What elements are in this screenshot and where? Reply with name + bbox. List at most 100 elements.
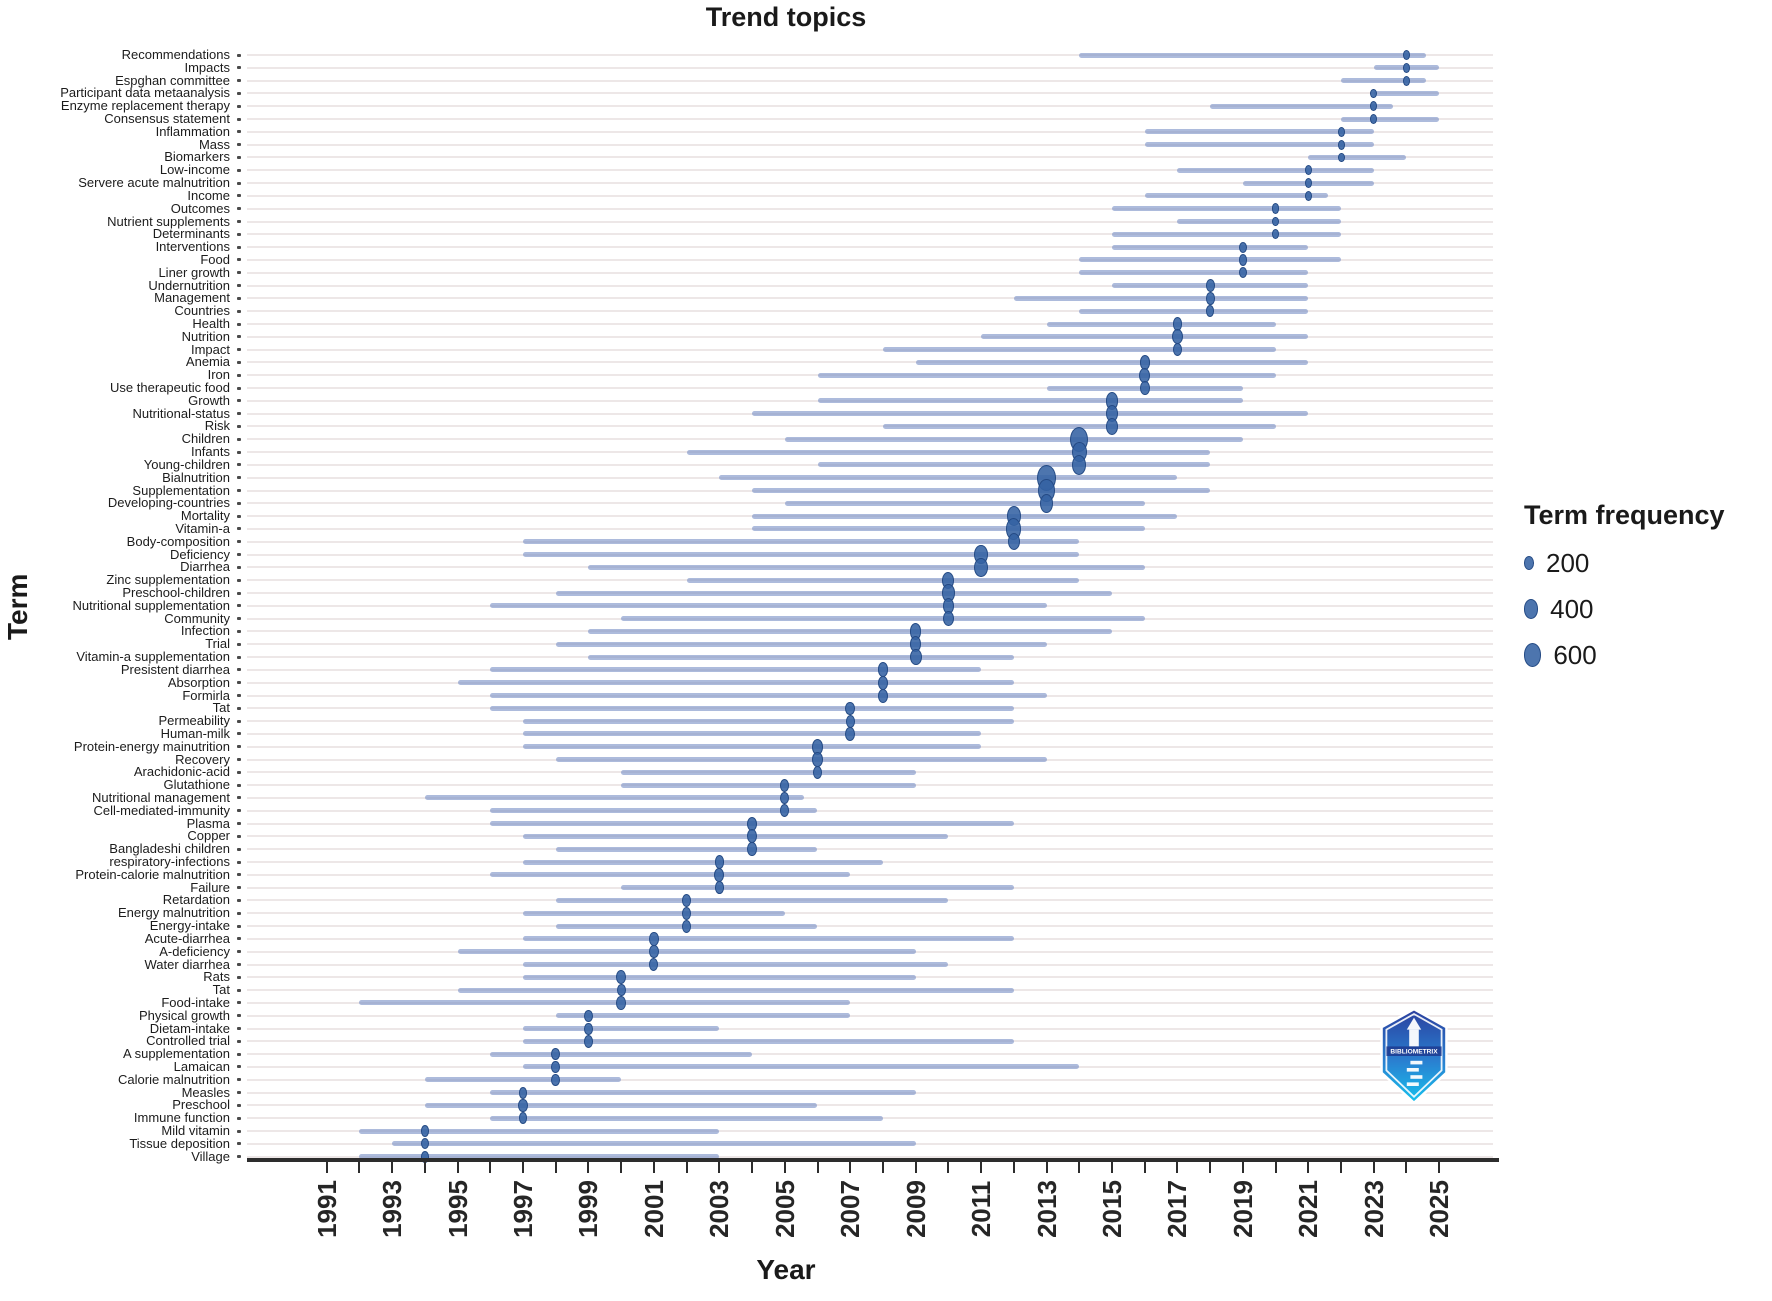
y-axis-tick — [237, 91, 241, 95]
row-gridline — [247, 246, 1493, 249]
row-gridline — [247, 361, 1493, 364]
logo-lighthouse-tower — [1409, 1029, 1419, 1047]
term-label: Rats — [203, 969, 230, 985]
term-label: Dietam-intake — [149, 1020, 230, 1036]
term-year-range-line — [817, 372, 1276, 378]
term-year-range-line — [523, 910, 785, 916]
row-gridline — [247, 809, 1493, 812]
term-year-range-line — [1046, 321, 1276, 327]
term-label: Bialnutrition — [162, 469, 230, 485]
y-axis-tick — [237, 565, 241, 569]
term-label: Mortality — [180, 508, 230, 524]
row-gridline — [247, 143, 1493, 146]
x-axis-tick-label: 2017 — [1162, 1180, 1193, 1238]
term-year-range-line — [752, 488, 1211, 494]
x-axis-tick — [391, 1162, 394, 1173]
term-frequency-dot — [420, 1138, 429, 1150]
term-year-range-line — [424, 1077, 622, 1083]
y-axis-tick — [237, 53, 241, 57]
term-frequency-dot — [974, 557, 989, 578]
x-axis-tick — [1110, 1162, 1113, 1173]
row-gridline — [247, 348, 1493, 351]
term-label: Human-milk — [160, 725, 230, 741]
term-year-range-line — [490, 1090, 916, 1096]
x-axis-tick-label: 2015 — [1096, 1180, 1127, 1238]
row-gridline — [247, 1078, 1493, 1081]
term-label: Preschool — [172, 1097, 230, 1113]
term-label: Plasma — [186, 815, 230, 831]
term-frequency-dot — [1072, 455, 1087, 475]
term-frequency-dot — [518, 1112, 528, 1125]
term-frequency-dot — [681, 893, 692, 908]
y-axis-tick — [237, 194, 241, 198]
term-label: Immune function — [133, 1110, 230, 1126]
x-axis-tick — [783, 1162, 786, 1173]
term-frequency-dot — [1007, 533, 1021, 551]
x-axis-tick — [554, 1162, 557, 1173]
term-label: A supplementation — [123, 1046, 230, 1062]
term-label: Absorption — [167, 674, 230, 690]
x-axis-tick — [1176, 1162, 1179, 1173]
y-axis-tick — [237, 181, 241, 185]
x-axis-tick — [652, 1162, 655, 1173]
term-year-range-line — [588, 564, 1145, 570]
row-gridline — [247, 335, 1493, 338]
row-gridline — [247, 297, 1493, 300]
term-year-range-line — [555, 897, 949, 903]
term-year-range-line — [424, 1102, 818, 1108]
term-label: Arachidonic-acid — [133, 764, 230, 780]
term-frequency-dot — [877, 675, 889, 690]
x-axis-tick-label: 1991 — [311, 1180, 342, 1238]
legend-size-label: 400 — [1550, 593, 1594, 624]
term-year-range-line — [523, 1026, 720, 1032]
y-axis-tick — [237, 822, 241, 826]
row-gridline — [247, 796, 1493, 799]
x-axis-tick-label: 1993 — [377, 1180, 408, 1238]
x-axis-tick — [751, 1162, 754, 1173]
x-axis-tick — [1012, 1162, 1015, 1173]
row-gridline — [247, 284, 1493, 287]
term-label: Diarrhea — [180, 559, 230, 575]
row-gridline — [247, 310, 1493, 313]
term-label: Inflammation — [155, 123, 230, 139]
y-axis-tick — [237, 873, 241, 877]
x-axis-tick — [718, 1162, 721, 1173]
term-year-range-line — [523, 718, 1014, 724]
term-year-range-line — [523, 744, 982, 750]
term-year-range-line — [490, 1115, 883, 1121]
term-label: Food-intake — [161, 994, 230, 1010]
row-gridline — [247, 220, 1493, 223]
term-year-range-line — [523, 1038, 1014, 1044]
x-axis-tick — [1143, 1162, 1146, 1173]
y-axis-tick — [237, 553, 241, 557]
row-gridline — [247, 105, 1493, 108]
x-axis-tick — [1241, 1162, 1244, 1173]
x-axis-tick — [1078, 1162, 1081, 1173]
term-frequency-dot — [909, 648, 922, 666]
term-label: Iron — [207, 367, 230, 383]
term-year-range-line — [752, 526, 1145, 532]
y-axis-tick — [237, 1078, 241, 1082]
row-gridline — [247, 1130, 1493, 1133]
term-frequency-dot — [616, 983, 626, 997]
term-frequency-dot — [1337, 152, 1345, 163]
row-gridline — [247, 118, 1493, 121]
term-label: Nutritional management — [91, 789, 230, 805]
row-gridline — [247, 873, 1493, 876]
term-label: Servere acute malnutrition — [78, 175, 230, 191]
y-axis-tick — [237, 258, 241, 262]
term-year-range-line — [588, 654, 1014, 660]
legend-size-dot — [1524, 643, 1542, 667]
term-year-range-line — [490, 808, 818, 814]
y-axis-tick — [237, 719, 241, 723]
term-label: Mass — [198, 136, 230, 152]
y-axis-tick — [237, 911, 241, 915]
term-label: Tissue deposition — [129, 1135, 230, 1151]
term-frequency-dot — [1370, 88, 1378, 99]
term-label: Espghan committee — [115, 72, 230, 88]
term-year-range-line — [621, 769, 916, 775]
term-label: Bangladeshi children — [109, 841, 230, 857]
term-year-range-line — [981, 334, 1309, 340]
y-axis-tick — [237, 117, 241, 121]
y-axis-tick — [237, 886, 241, 890]
